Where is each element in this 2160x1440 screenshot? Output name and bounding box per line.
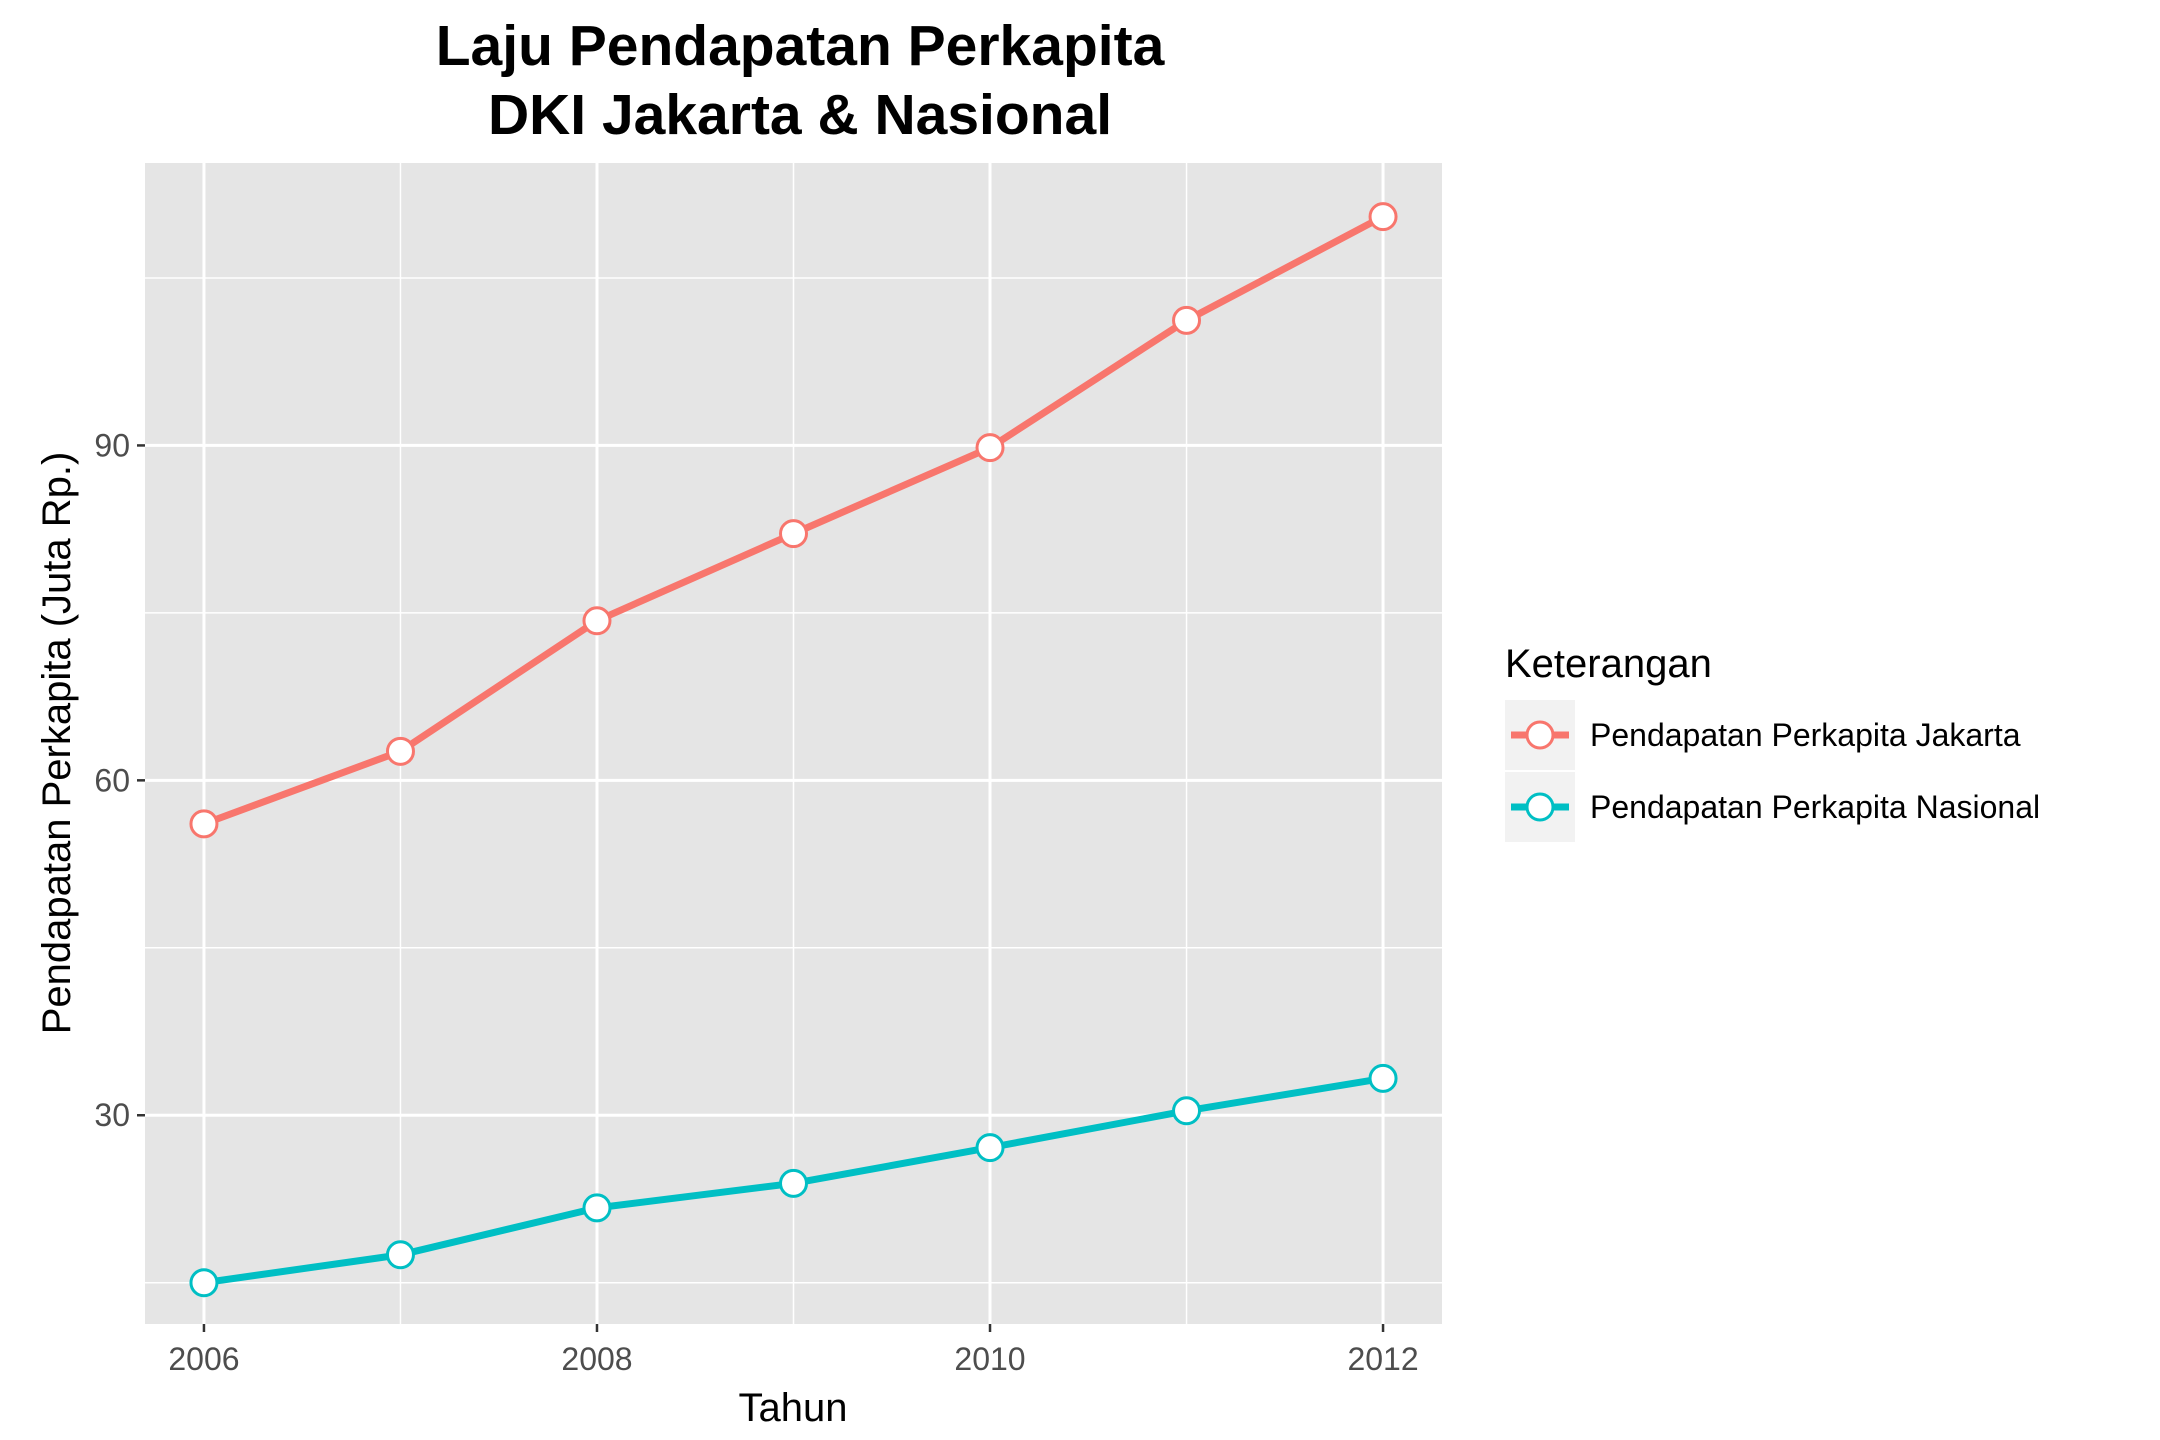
legend-label-nasional: Pendapatan Perkapita Nasional [1590, 789, 2040, 825]
y-tick-label: 30 [94, 1097, 130, 1133]
data-point-nasional [189, 1268, 219, 1298]
data-point-jakarta [975, 433, 1005, 463]
legend-label-jakarta: Pendapatan Perkapita Jakarta [1590, 717, 2021, 753]
data-point-nasional [385, 1240, 415, 1270]
x-axis-title: Tahun [739, 1386, 848, 1430]
data-point-nasional [1172, 1096, 1202, 1126]
legend: Pendapatan Perkapita Jakarta Pendapatan P… [1505, 700, 2040, 842]
data-point-nasional [582, 1193, 612, 1223]
data-point-nasional [975, 1133, 1005, 1163]
data-point-nasional [1368, 1063, 1398, 1093]
x-tick-label: 2006 [168, 1341, 239, 1377]
x-tick-label: 2010 [954, 1341, 1025, 1377]
chart-title-line-2: DKI Jakarta & Nasional [488, 83, 1112, 147]
x-tick-label: 2008 [561, 1341, 632, 1377]
axis-ticks [137, 444, 1385, 1332]
chart-title-line-1: Laju Pendapatan Perkapita [436, 14, 1166, 78]
data-point-jakarta [1368, 202, 1398, 232]
data-point-jakarta [189, 809, 219, 839]
y-axis-title: Pendapatan Perkapita (Juta Rp.) [35, 452, 79, 1035]
data-point-jakarta [1172, 305, 1202, 335]
x-tick-label: 2012 [1347, 1341, 1418, 1377]
data-point-jakarta [779, 519, 808, 549]
legend-marker-jakarta [1525, 720, 1555, 750]
minor-gridlines [145, 163, 1442, 1324]
legend-marker-nasional [1525, 792, 1555, 822]
data-point-jakarta [582, 606, 612, 636]
series-layer [189, 202, 1398, 1298]
data-point-jakarta [385, 736, 415, 766]
y-tick-label: 90 [94, 427, 130, 463]
major-gridlines [145, 163, 1442, 1324]
tick-labels: 30 60 90 2006 2008 2010 2012 [94, 427, 1418, 1377]
data-point-nasional [779, 1168, 808, 1198]
legend-title: Keterangan [1505, 642, 1712, 686]
y-tick-label: 60 [94, 762, 130, 798]
